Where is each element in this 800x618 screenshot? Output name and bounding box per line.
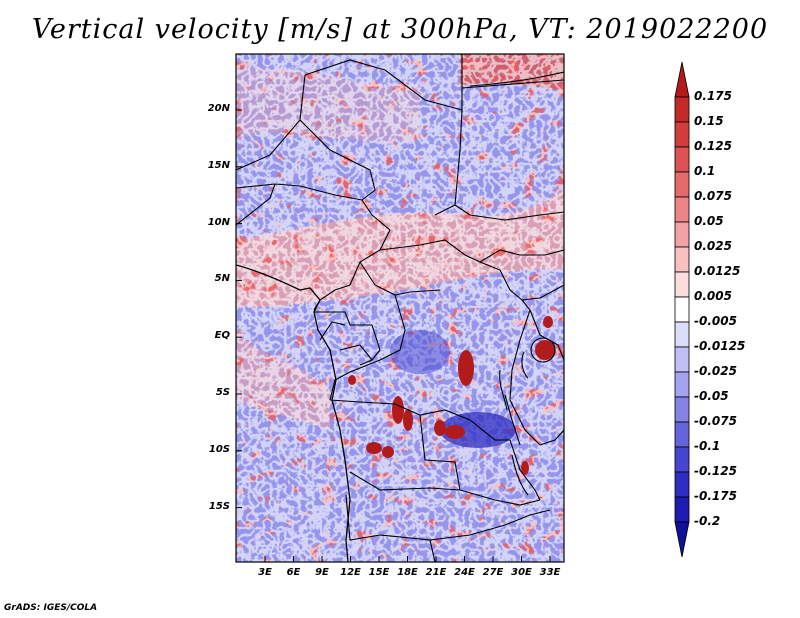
colorbar-label: -0.025: [694, 364, 737, 378]
colorbar-label: -0.125: [694, 464, 737, 478]
colorbar-label: 0.1: [694, 164, 716, 178]
lat-label: 5N: [214, 273, 230, 285]
colorbar-segment: [674, 496, 690, 523]
lon-label: 15E: [368, 567, 390, 578]
lon-label: 9E: [315, 567, 329, 578]
grads-credit: GrADS: IGES/COLA: [4, 603, 98, 613]
colorbar-label: -0.05: [694, 389, 729, 403]
colorbar-label: -0.075: [694, 414, 737, 428]
lat-label: 10N: [207, 216, 230, 228]
map-frame: [235, 53, 565, 563]
colorbar-segment: [674, 296, 690, 323]
colorbar-segment: [674, 271, 690, 298]
colorbar-label: 0.025: [694, 239, 732, 253]
lon-label: 12E: [340, 567, 361, 578]
lon-label: 6E: [286, 567, 301, 578]
lat-label: 5S: [215, 387, 230, 398]
colorbar-label: 0.125: [694, 139, 732, 153]
colorbar-segment: [674, 121, 690, 148]
lon-label: 24E: [454, 567, 475, 578]
lon-label: 18E: [397, 567, 418, 578]
colorbar-segment: [674, 96, 690, 123]
colorbar-segment: [674, 471, 690, 498]
colorbar-label: -0.175: [694, 489, 737, 503]
colorbar-label: 0.15: [694, 114, 724, 128]
colorbar-label: -0.1: [694, 439, 721, 453]
colorbar-segment: [674, 171, 690, 198]
colorbar-label: -0.0125: [694, 339, 746, 353]
colorbar-segment: [674, 421, 690, 448]
lon-label: 3E: [258, 567, 272, 578]
lat-label: 20N: [207, 103, 230, 114]
vertical-velocity-field: [236, 54, 564, 562]
colorbar-segment: [674, 61, 690, 98]
lon-label: 27E: [482, 567, 504, 578]
colorbar: [674, 61, 690, 558]
colorbar-label: 0.005: [694, 289, 732, 303]
lon-label: 21E: [425, 567, 447, 578]
lon-label: 30E: [511, 567, 532, 578]
colorbar-segment: [674, 446, 690, 473]
lon-label: 33E: [539, 567, 561, 578]
chart-title: Vertical velocity [m/s] at 300hPa, VT: 2…: [31, 14, 769, 45]
colorbar-label: 0.0125: [694, 264, 741, 278]
colorbar-segment: [674, 246, 690, 273]
colorbar-segment: [674, 221, 690, 248]
colorbar-segment: [674, 371, 690, 398]
colorbar-segment: [674, 346, 690, 373]
colorbar-label: 0.175: [694, 89, 732, 103]
colorbar-segment: [674, 321, 690, 348]
colorbar-segment: [674, 396, 690, 423]
colorbar-label: -0.005: [694, 314, 737, 328]
colorbar-label: 0.05: [694, 214, 724, 228]
colorbar-segment: [674, 196, 690, 223]
lat-label: 15S: [208, 500, 230, 512]
colorbar-label: 0.075: [694, 189, 732, 203]
lat-label: 10S: [208, 443, 230, 455]
lat-label: EQ: [214, 330, 230, 342]
lat-label: 15N: [207, 159, 230, 171]
colorbar-segment: [674, 146, 690, 173]
colorbar-segment: [674, 521, 690, 558]
colorbar-label: -0.2: [694, 514, 721, 528]
